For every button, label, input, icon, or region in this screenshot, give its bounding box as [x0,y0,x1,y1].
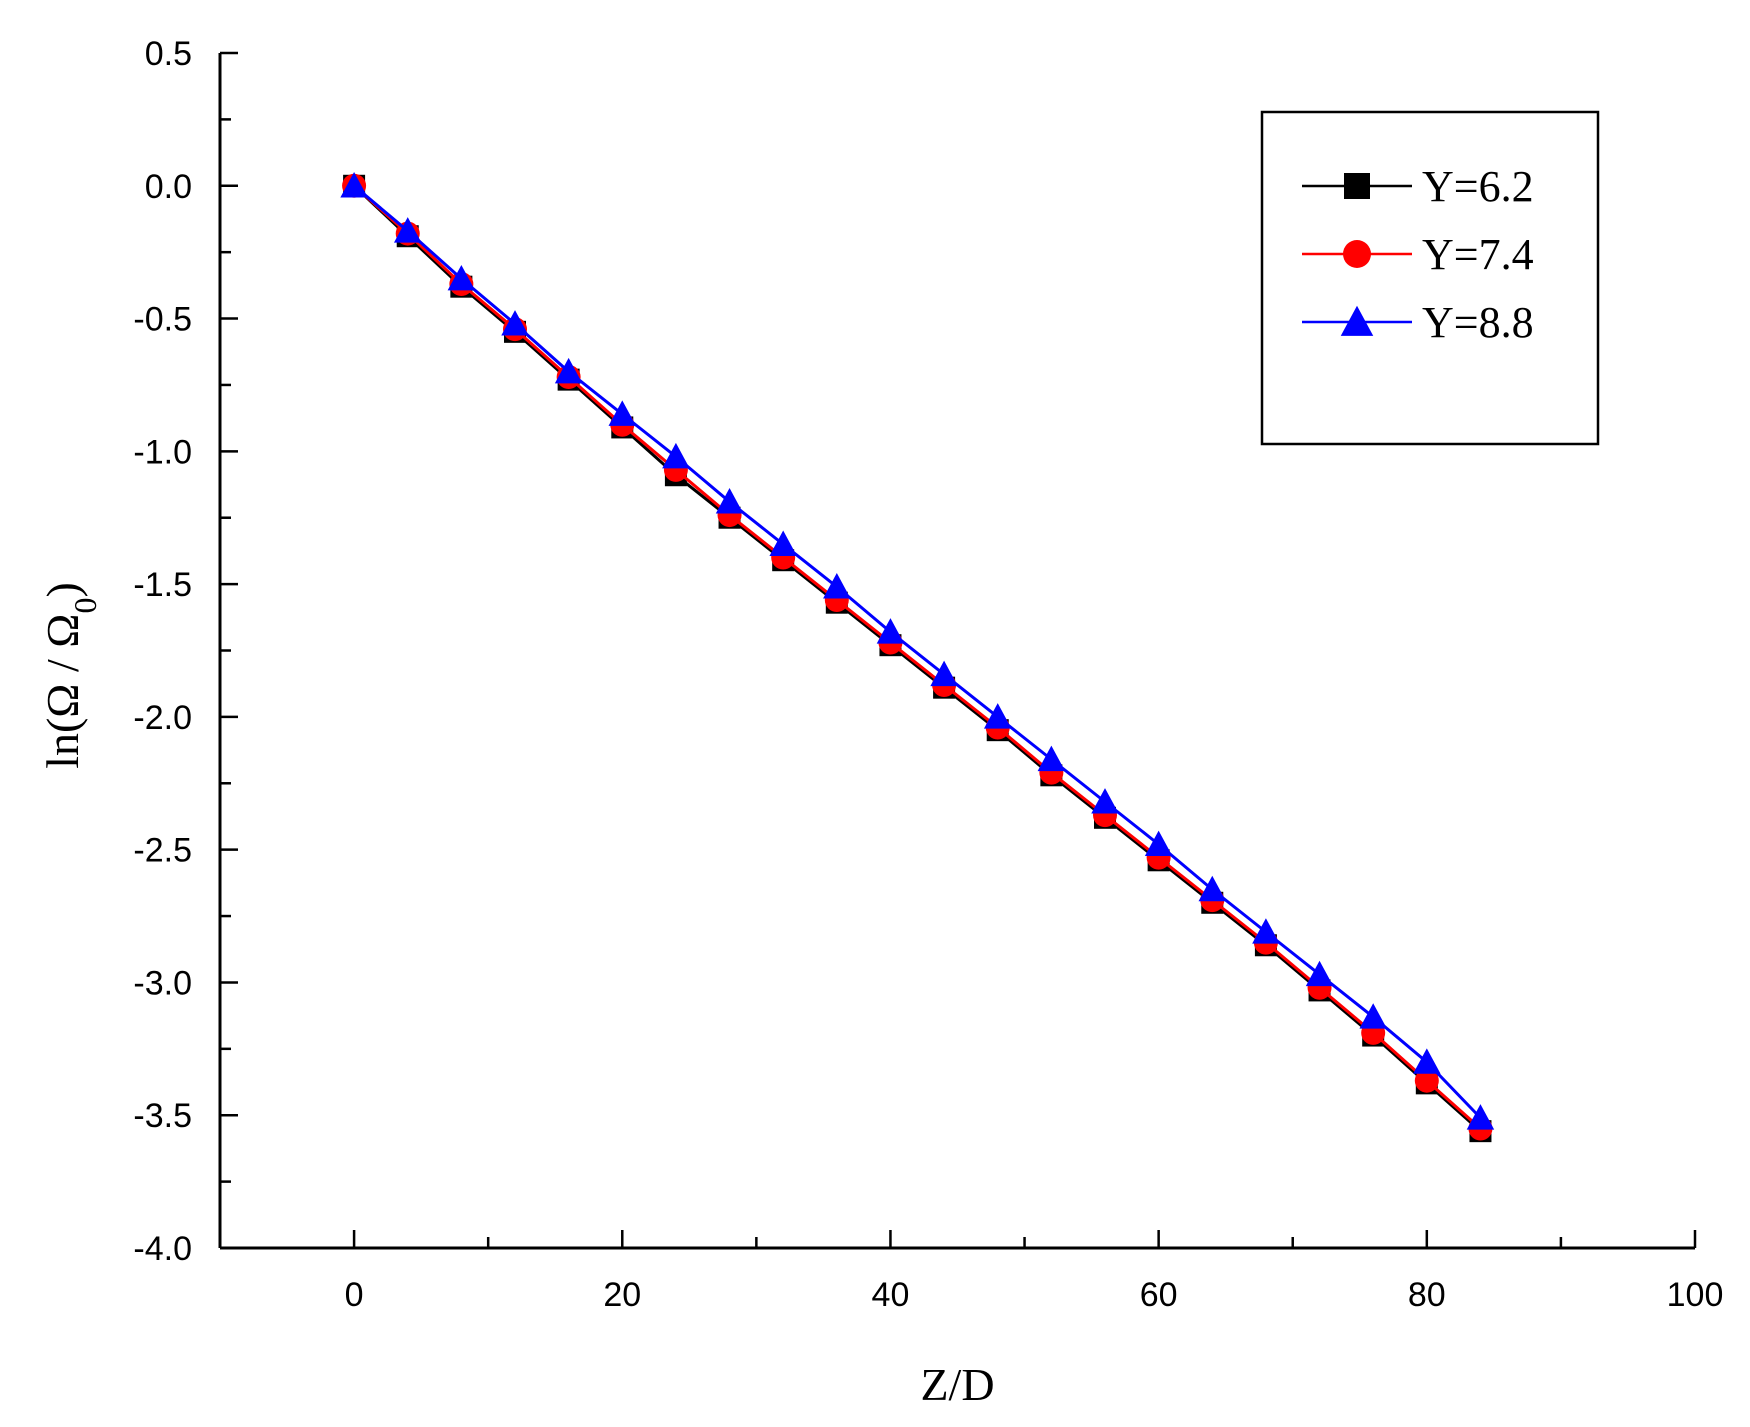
data-point-triangle [876,618,905,644]
legend-label: Y=7.4 [1422,230,1534,279]
x-tick-label: 80 [1408,1276,1446,1314]
data-point-triangle [1359,1003,1387,1029]
data-point-triangle [608,400,637,426]
y-tick-label: -1.5 [133,566,192,604]
x-tick-label: 100 [1667,1276,1724,1314]
x-axis-title: Z/D [920,1359,994,1410]
data-point-triangle [1466,1104,1495,1130]
series-Y=8.8 [340,172,1495,1130]
y-tick-label: 0.5 [145,35,192,73]
y-title-omega: Ω [37,684,88,718]
legend: Y=6.2 Y=7.4 Y=8.8 [1260,110,1600,446]
data-point-triangle [1252,918,1280,944]
data-point-triangle [393,217,422,243]
y-title-suffix: ) [37,582,88,597]
data-point-triangle [823,573,851,599]
y-tick-label: -2.5 [133,832,192,870]
data-point-triangle [1037,745,1066,772]
x-tick-label: 60 [1140,1276,1178,1314]
y-title-prefix: ln( [37,718,88,769]
data-point-triangle [930,660,958,687]
data-point-triangle [715,488,744,514]
data-point-triangle [501,310,529,336]
data-point-triangle [1198,875,1227,902]
data-point-triangle [1413,1048,1441,1074]
y-tick-label: -2.0 [133,699,192,737]
legend-marker-circle [1343,240,1371,268]
data-point-triangle [340,172,368,198]
y-axis-title: ln(Ω / Ω0) [37,582,103,769]
data-point-circle [1414,1068,1439,1093]
x-tick-label: 40 [872,1276,910,1314]
y-tick-label: -3.5 [133,1097,192,1135]
y-tick-label: 0.0 [145,168,192,206]
y-title-subscript: 0 [67,598,103,614]
data-point-triangle [1091,788,1119,814]
data-point-triangle [1305,960,1334,987]
series-line [353,184,1482,1130]
legend-label: Y=6.2 [1422,162,1534,211]
y-title-slash: / [37,648,88,684]
legend-box [1260,110,1600,446]
data-point-triangle [554,357,583,384]
data-point-triangle [769,530,797,556]
y-title-omega0: Ω [37,614,88,648]
y-tick-label: -0.5 [133,301,192,339]
series-line [353,184,1482,1119]
data-point-triangle [983,703,1012,729]
legend-marker-square [1344,173,1370,199]
axes: 0 20 40 60 80 100 0.5 0.0 -0.5 -1.0 -1.5 -2.0 -2.5 -3… [133,35,1723,1314]
data-point-triangle [447,264,476,291]
x-tick-label: 20 [603,1276,641,1314]
legend-marker-triangle [1340,305,1374,336]
y-tick-label: -3.0 [133,964,192,1002]
legend-label: Y=8.8 [1422,298,1534,347]
series-layer [340,172,1495,1143]
data-point-triangle [662,442,690,469]
y-tick-label: -4.0 [133,1230,192,1268]
data-point-triangle [1144,830,1173,857]
y-tick-label: -1.0 [133,433,192,471]
x-tick-label: 0 [345,1276,364,1314]
series-line [353,184,1482,1133]
